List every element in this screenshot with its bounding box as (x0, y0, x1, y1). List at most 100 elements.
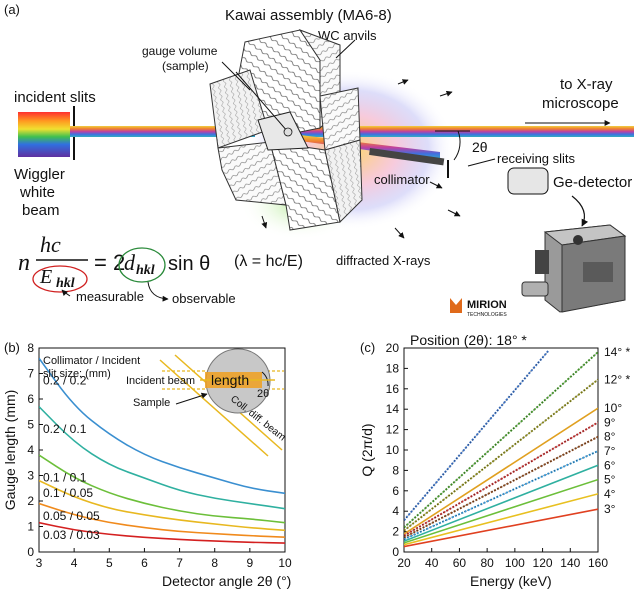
ge-detector-device (521, 224, 627, 313)
chart-b-ytick-label: 4 (27, 443, 34, 457)
observable-label: observable (172, 291, 236, 306)
chart-b-series-label: 0.05 / 0.05 (43, 509, 100, 523)
wc-anvils-label: WC anvils (318, 28, 377, 43)
chart-c-xtick-label: 120 (533, 556, 553, 570)
chart-b-inset (159, 348, 284, 457)
chart-b-ytick-label: 7 (27, 367, 34, 381)
chart-c-xlabel: Energy (keV) (470, 573, 552, 589)
observable-circle (118, 247, 166, 283)
chart-c-ytick-label: 20 (386, 341, 400, 355)
chart-b-series-label: 0.1 / 0.05 (43, 486, 93, 500)
ge-detector-box (507, 167, 549, 195)
collimator-body (369, 147, 445, 166)
inset-length: length (211, 372, 249, 388)
chart-b-xtick-label: 7 (176, 556, 183, 570)
incident-slits-label: incident slits (14, 89, 96, 106)
chart-c-series-label: 8° (604, 430, 616, 444)
chart-c-series-line (404, 478, 598, 544)
chart-c-series-line (404, 508, 598, 548)
diffracted-arrows (261, 79, 461, 239)
chart-c-series-line (404, 450, 598, 541)
chart-b-series-label: 0.1 / 0.1 (43, 471, 87, 485)
gauge-volume-label-2: (sample) (162, 59, 209, 73)
chart-c-series-label: 12° * (604, 373, 630, 387)
panel-b-label: (b) (4, 340, 20, 355)
chart-c-xtick-label: 80 (480, 556, 494, 570)
wc-anvils-pointer (335, 39, 356, 59)
chart-c-series-label: 10° (604, 401, 622, 415)
measurable-circle (32, 265, 88, 293)
to-xray-label-2: microscope (542, 95, 619, 112)
equation-E: E (39, 266, 52, 288)
chart-b-xtick-label: 5 (106, 556, 113, 570)
chart-c-series-labels: 14° * 12° * 10°9°8°7°6°5°4°3° (604, 345, 630, 516)
wiggler-label-2: white (19, 184, 55, 201)
chart-c-series-line (404, 493, 598, 546)
chart-b-series-line (39, 406, 285, 510)
chart-c-ytick-label: 18 (386, 361, 400, 375)
equation-d-hkl: hkl (136, 263, 155, 278)
chart-c-series-line (404, 464, 598, 542)
equation-E-hkl: hkl (56, 276, 75, 291)
chart-b-series-label: 0.2 / 0.1 (43, 422, 87, 436)
ge-detector-label: Ge-detector (553, 174, 632, 191)
chart-b-axes: 3 4 5 6 7 8 9 10 0 1 2 3 4 5 6 7 8 (27, 341, 292, 570)
logo-text: MIRION (467, 299, 507, 311)
chart-c-series-label: 7° (604, 444, 616, 458)
chart-b-series (39, 357, 285, 544)
equation-lambda: (λ = hc/E) (234, 253, 303, 270)
chart-c-series-label: 3° (604, 502, 616, 516)
chart-c-series-label: 6° (604, 458, 616, 472)
chart-c-title: Position (2θ): 18° * (410, 332, 527, 348)
chart-c-series-line (404, 435, 598, 539)
chart-c-series-dots (404, 379, 598, 531)
chart-b-series-line (39, 479, 285, 532)
chart-b-ylabel: Gauge length (mm) (2, 390, 18, 511)
chart-b-xtick-label: 9 (247, 556, 254, 570)
two-theta-label: 2θ (472, 139, 488, 155)
panel-a-label: (a) (4, 2, 20, 17)
chart-b-series-line (39, 454, 285, 524)
measurable-label: measurable (76, 289, 144, 304)
equation-n: n (18, 250, 30, 276)
inset-two-theta: 2θ (257, 388, 269, 400)
chart-b-series-line (39, 357, 285, 495)
equation-hc: hc (40, 232, 61, 257)
inset-incident-beam: Incident beam (126, 375, 195, 387)
chart-c-ytick-label: 4 (392, 504, 399, 518)
chart-b-series-line (39, 521, 285, 544)
gauge-volume-label-1: gauge volume (142, 44, 218, 58)
wiggler-label-3: beam (22, 202, 60, 219)
chart-b-series-label: 0.03 / 0.03 (43, 528, 100, 542)
chart-c-xtick-label: 100 (505, 556, 525, 570)
to-xray-label-1: to X-ray (560, 76, 613, 93)
chart-c-ytick-label: 16 (386, 382, 400, 396)
two-theta-arc (453, 130, 461, 161)
ge-detector-arrow (571, 195, 589, 227)
chart-c-ylabel: Q (2π/d) (359, 423, 375, 476)
chart-b-xtick-label: 3 (36, 556, 43, 570)
chart-b-ytick-label: 5 (27, 418, 34, 432)
chart-c-xtick-label: 40 (425, 556, 439, 570)
diffracted-label: diffracted X-rays (336, 253, 431, 268)
inset-sample: Sample (133, 397, 170, 409)
panel-c-label: (c) (360, 340, 375, 355)
mirion-logo: MIRION TECHNOLOGIES (450, 298, 507, 318)
chart-b-ytick-label: 2 (27, 494, 34, 508)
chart-b-ytick-label: 8 (27, 341, 34, 355)
chart-c-series-dots (404, 450, 598, 540)
observable-arrow (147, 281, 169, 302)
chart-c-axes: 20 40 60 80 100 120 140 160 0 2 4 6 8 10 12 14 16 18 20 (386, 341, 609, 570)
chart-b-ytick-label: 6 (27, 392, 34, 406)
chart-b-ytick-label: 3 (27, 469, 34, 483)
receiving-slits-label: receiving slits (497, 151, 576, 166)
chart-b-xtick-label: 10 (278, 556, 292, 570)
chart-b-legend-title-2: slit size: (mm) (43, 368, 111, 380)
logo-subtext: TECHNOLOGIES (467, 312, 507, 318)
chart-c-ytick-label: 10 (386, 443, 400, 457)
chart-b-xtick-label: 6 (141, 556, 148, 570)
gauge-volume-pointer (221, 61, 251, 91)
chart-c-ytick-label: 12 (386, 423, 400, 437)
chart-b-legend-title-1: Collimator / Incident (43, 355, 140, 367)
